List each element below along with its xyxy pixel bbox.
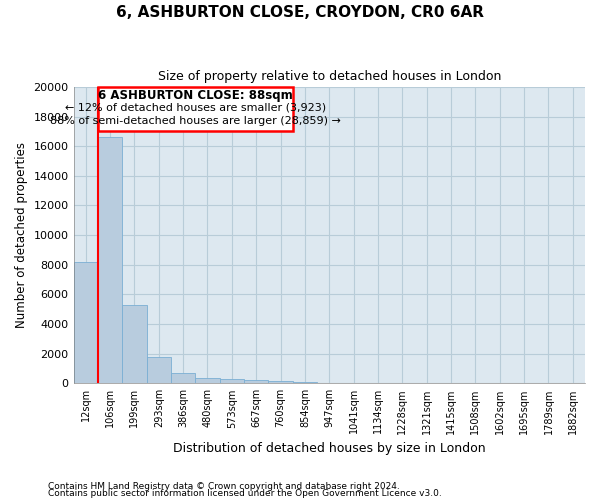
Bar xyxy=(244,380,268,384)
Bar xyxy=(98,138,122,384)
Text: 6 ASHBURTON CLOSE: 88sqm: 6 ASHBURTON CLOSE: 88sqm xyxy=(98,90,293,102)
Bar xyxy=(146,356,171,384)
X-axis label: Distribution of detached houses by size in London: Distribution of detached houses by size … xyxy=(173,442,485,455)
Bar xyxy=(74,262,98,384)
Bar xyxy=(122,305,146,384)
Text: Contains HM Land Registry data © Crown copyright and database right 2024.: Contains HM Land Registry data © Crown c… xyxy=(48,482,400,491)
Text: Contains public sector information licensed under the Open Government Licence v3: Contains public sector information licen… xyxy=(48,489,442,498)
Text: 6, ASHBURTON CLOSE, CROYDON, CR0 6AR: 6, ASHBURTON CLOSE, CROYDON, CR0 6AR xyxy=(116,5,484,20)
Y-axis label: Number of detached properties: Number of detached properties xyxy=(15,142,28,328)
Title: Size of property relative to detached houses in London: Size of property relative to detached ho… xyxy=(158,70,501,83)
Bar xyxy=(220,380,244,384)
Bar xyxy=(293,382,317,384)
Bar xyxy=(268,381,293,384)
Bar xyxy=(98,87,293,132)
Bar xyxy=(196,378,220,384)
Text: ← 12% of detached houses are smaller (3,923): ← 12% of detached houses are smaller (3,… xyxy=(65,102,326,113)
Text: 88% of semi-detached houses are larger (28,859) →: 88% of semi-detached houses are larger (… xyxy=(50,116,341,126)
Bar xyxy=(171,373,196,384)
